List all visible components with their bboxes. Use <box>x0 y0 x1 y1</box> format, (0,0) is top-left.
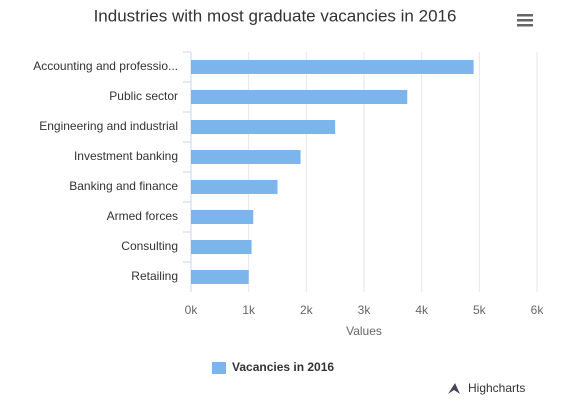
x-tick-label: 6k <box>531 303 545 317</box>
menu-icon-line <box>517 19 533 22</box>
menu-button[interactable] <box>517 14 533 27</box>
credits-logo <box>448 383 460 394</box>
legend-swatch <box>212 362 226 374</box>
x-tick-label: 3k <box>358 303 372 317</box>
y-tick-label: Retailing <box>131 269 178 283</box>
bar <box>191 60 474 74</box>
credits[interactable]: Highcharts <box>468 381 525 395</box>
menu-icon-line <box>517 24 533 27</box>
x-tick-label: 2k <box>300 303 314 317</box>
x-tick-label: 1k <box>242 303 256 317</box>
x-tick-label: 4k <box>415 303 429 317</box>
x-tick-label: 5k <box>473 303 487 317</box>
bar <box>191 150 301 164</box>
y-tick-label: Accounting and professio... <box>33 59 178 73</box>
bar <box>191 90 408 104</box>
bar <box>191 120 336 134</box>
menu-icon-line <box>517 14 533 17</box>
y-tick-label: Banking and finance <box>69 179 178 193</box>
y-tick-label: Engineering and industrial <box>39 119 178 133</box>
bar <box>191 240 252 254</box>
x-tick-label: 0k <box>185 303 199 317</box>
y-tick-label: Investment banking <box>74 149 178 163</box>
bar <box>191 180 278 194</box>
y-tick-label: Consulting <box>121 239 178 253</box>
chart-title: Industries with most graduate vacancies … <box>94 6 457 25</box>
legend-label: Vacancies in 2016 <box>232 360 334 374</box>
y-tick-label: Armed forces <box>107 209 178 223</box>
y-tick-label: Public sector <box>109 89 178 103</box>
bar <box>191 210 254 224</box>
x-axis-title: Values <box>346 324 382 338</box>
bar <box>191 270 249 284</box>
